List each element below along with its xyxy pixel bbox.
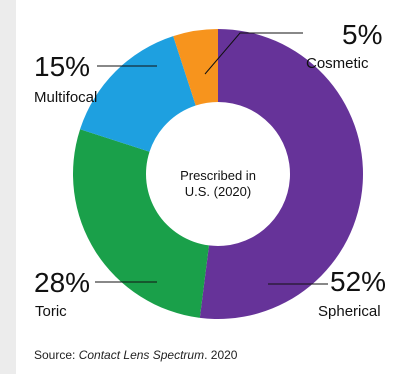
value-label-multifocal: 15% xyxy=(34,51,90,82)
center-text-line-1: Prescribed in xyxy=(180,168,256,183)
slice-toric xyxy=(73,129,209,318)
category-label-spherical: Spherical xyxy=(318,303,381,320)
slice-labels: 52% Spherical 28% Toric 15% Multifocal 5% Cosme… xyxy=(34,19,386,320)
slice-spherical xyxy=(199,29,364,320)
category-label-toric: Toric xyxy=(35,303,67,320)
slice-multifocal xyxy=(80,36,196,152)
leader-lines xyxy=(95,32,328,285)
slice-cosmetic xyxy=(173,29,218,106)
leader-line-cosmetic xyxy=(204,32,303,75)
value-label-spherical: 52% xyxy=(330,266,386,297)
category-label-multifocal: Multifocal xyxy=(34,89,97,106)
source-note: Source: Contact Lens Spectrum. 2020 xyxy=(34,348,237,362)
source-prefix: Source: xyxy=(34,348,79,362)
source-suffix: . 2020 xyxy=(204,348,238,362)
center-text-line-2: U.S. (2020) xyxy=(185,184,251,199)
source-publication: Contact Lens Spectrum xyxy=(78,348,205,362)
value-label-cosmetic: 5% xyxy=(342,19,382,50)
category-label-cosmetic: Cosmetic xyxy=(306,55,369,72)
slices-group xyxy=(73,29,364,320)
value-label-toric: 28% xyxy=(34,267,90,298)
